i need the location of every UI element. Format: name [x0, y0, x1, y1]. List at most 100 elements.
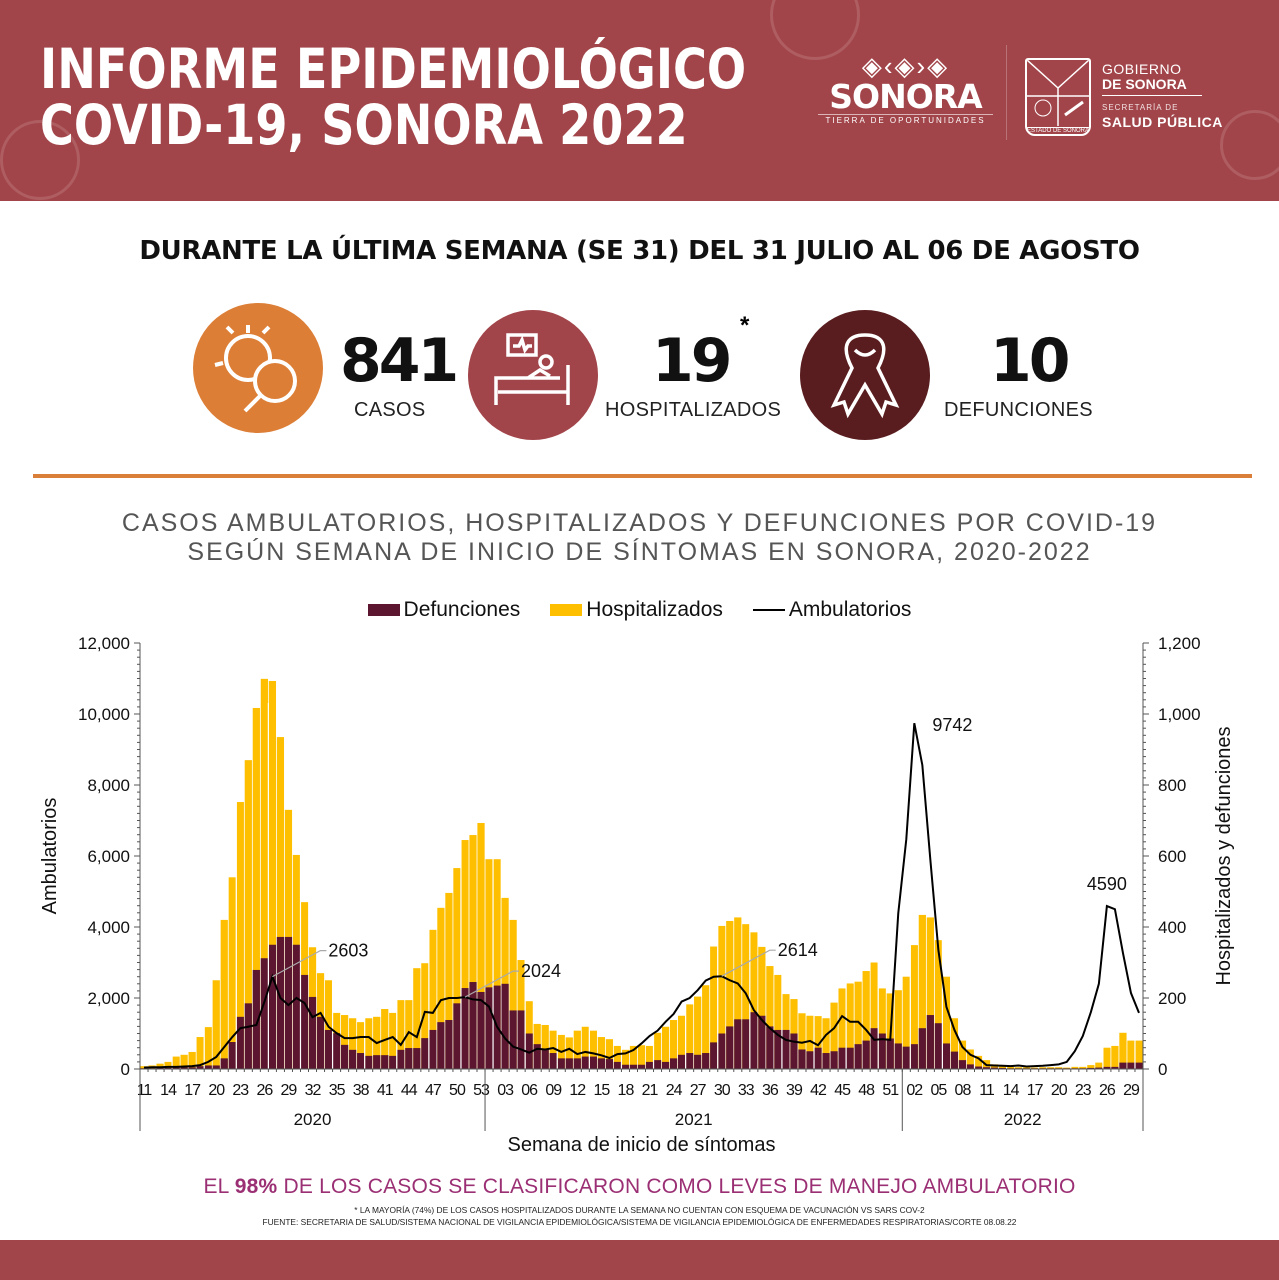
x-tick-label: 17 [1027, 1082, 1044, 1099]
defunciones-bar [822, 1053, 830, 1069]
hospitalizados-bar [870, 962, 878, 1069]
cases-circle [193, 303, 323, 433]
x-tick-label: 36 [762, 1082, 779, 1099]
x-tick-label: 12 [569, 1082, 586, 1099]
defunciones-bar [814, 1047, 822, 1069]
gov-line1: GOBIERNO [1102, 61, 1182, 77]
left-tick-label: 2,000 [87, 989, 130, 1008]
defunciones-bar [886, 1038, 894, 1069]
defunciones-bar [517, 1010, 525, 1069]
x-tick-label: 51 [882, 1082, 899, 1099]
x-tick-label: 38 [353, 1082, 370, 1099]
defunciones-bar [461, 988, 469, 1069]
hospitalizados-bar [493, 859, 501, 1069]
defunciones-bar [1087, 1067, 1095, 1069]
defunciones-bar [806, 1051, 814, 1069]
defunciones-bar [710, 1042, 718, 1069]
hospitalizados-bar [718, 925, 726, 1069]
defunciones-bar [830, 1051, 838, 1069]
hospitalizados-bar [1079, 1066, 1087, 1069]
defunciones-bar [726, 1026, 734, 1069]
legend-ambulatorios: Ambulatorios [752, 598, 911, 622]
hospitalizados-bar [1047, 1067, 1055, 1069]
defunciones-bar [758, 1015, 766, 1069]
x-tick-label: 20 [208, 1082, 225, 1099]
x-tick-label: 02 [906, 1082, 923, 1099]
hospitalizados-bar [1015, 1067, 1023, 1069]
hospitalizados-bar [1111, 1045, 1119, 1069]
defunciones-bar [798, 1049, 806, 1069]
x-tick-label: 21 [642, 1082, 659, 1099]
hospitalizados-bar [589, 1030, 597, 1069]
right-tick-label: 1,000 [1158, 705, 1201, 724]
defunciones-bar [485, 987, 493, 1069]
defunciones-bar [902, 1046, 910, 1069]
virus-decoration-icon [770, 0, 860, 60]
hospitalizados-bar [726, 920, 734, 1069]
defunciones-bar [332, 1033, 341, 1069]
defunciones-bar [565, 1058, 573, 1069]
hospitalizados-bar [734, 917, 742, 1069]
defunciones-bar [894, 1043, 902, 1069]
year-label: 2022 [1004, 1110, 1042, 1129]
hospitalizados-bar [445, 892, 453, 1069]
hospitalizados-bar [1135, 1040, 1143, 1069]
right-tick-label: 0 [1158, 1060, 1167, 1079]
hospitalizados-bar [541, 1024, 549, 1069]
gov-line4: SALUD PÚBLICA [1102, 114, 1223, 130]
hospitalizados-bar [621, 1049, 630, 1069]
hospitalizados-bar [974, 1055, 983, 1069]
x-tick-label: 53 [473, 1082, 490, 1099]
sonora-logo-word: SONORA [829, 77, 982, 116]
hospitalizados-bar [798, 1013, 806, 1069]
annotation-leader [272, 949, 327, 978]
x-tick-label: 20 [1051, 1082, 1068, 1099]
x-tick-label: 18 [618, 1082, 635, 1099]
x-tick-label: 33 [738, 1082, 755, 1099]
hospitalizados-bar [653, 1032, 662, 1069]
gov-line2: DE SONORA [1102, 77, 1202, 96]
hospitalizados-bar [565, 1037, 573, 1069]
hospitalizados-bar [365, 1018, 373, 1069]
hospitalizados-bar [878, 988, 886, 1069]
defunciones-bar [341, 1044, 349, 1069]
defunciones-bar [252, 969, 260, 1069]
hospitalizados-bar [228, 877, 236, 1069]
shield-caption: ESTADO DE SONORA [1027, 127, 1089, 134]
hospitalizados-bar [694, 996, 702, 1069]
diamond-pattern-icon: ◈‹◈›◈ [861, 51, 950, 81]
state-shield-icon: ESTADO DE SONORA [1025, 58, 1091, 136]
hospitalizados-bar [1127, 1040, 1135, 1069]
defunciones-bar [284, 936, 293, 1069]
year-label: 2020 [294, 1110, 332, 1129]
hospitalizados-bar [260, 678, 268, 1069]
hospitalizados-bar [397, 1000, 405, 1069]
left-tick-label: 4,000 [87, 918, 130, 937]
hospitalizados-bar [1031, 1067, 1039, 1069]
hospitalizados-bar [1063, 1067, 1071, 1069]
hospitalized-circle [468, 310, 598, 440]
hospitalizados-bar [758, 946, 766, 1069]
defunciones-bar [533, 1044, 541, 1069]
footer-note: * LA MAYORÍA (74%) DE LOS CASOS HOSPITAL… [354, 1205, 925, 1215]
defunciones-bar [445, 1020, 453, 1069]
x-tick-label: 23 [1075, 1082, 1092, 1099]
defunciones-bar [316, 1016, 325, 1069]
week-banner: DURANTE LA ÚLTIMA SEMANA (SE 31) DEL 31 … [139, 236, 1140, 266]
defunciones-bar [774, 1029, 782, 1069]
gobierno-logo: GOBIERNO DE SONORA SECRETARÍA DE SALUD P… [1102, 62, 1223, 130]
defunciones-bar [718, 1033, 726, 1069]
defunciones-bar [918, 1028, 926, 1069]
hospitalizados-bar [605, 1039, 614, 1069]
hospitalizados-bar [958, 1040, 967, 1069]
defunciones-bar [1119, 1062, 1127, 1069]
hospitalizados-bar [702, 985, 710, 1069]
x-tick-label: 29 [1123, 1082, 1140, 1099]
covid-chart: 0 0 2,000 200 4,000 400 6,000 600 8,000 800 10,000… [39, 634, 1235, 1156]
legend-swatch [367, 604, 400, 616]
annotation-leader [464, 970, 519, 998]
gov-line3: SECRETARÍA DE [1102, 103, 1179, 112]
x-tick-label: 30 [714, 1082, 731, 1099]
defunciones-bar [164, 1067, 172, 1069]
x-tick-label: 11 [137, 1082, 153, 1099]
